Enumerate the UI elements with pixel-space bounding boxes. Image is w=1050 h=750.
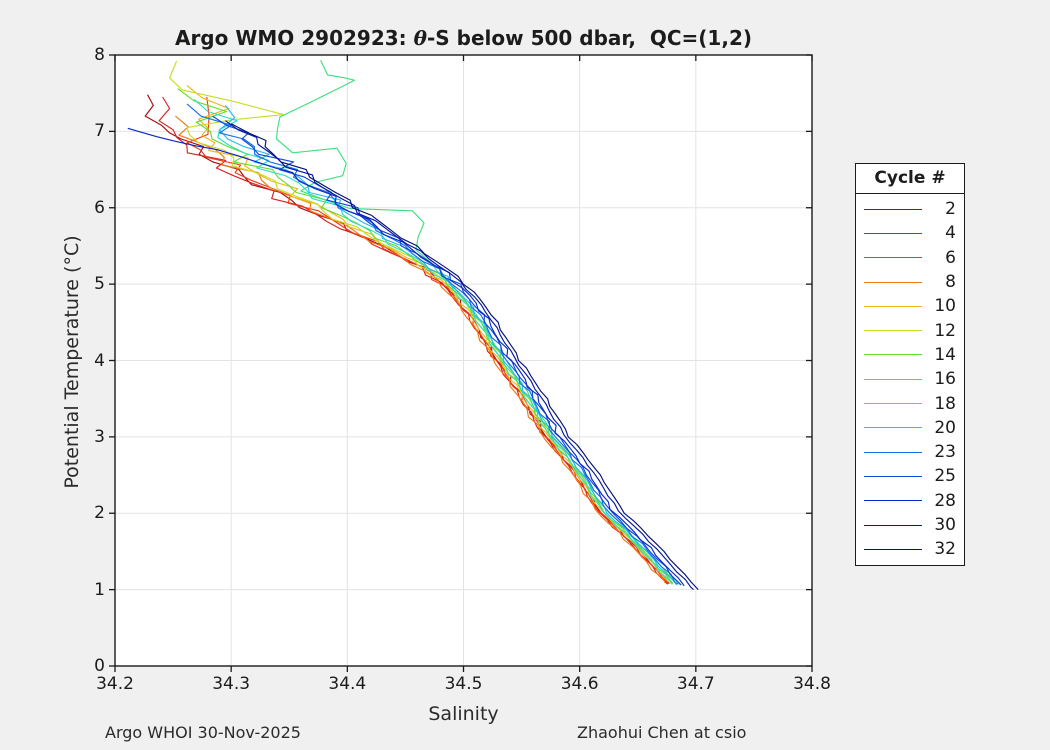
legend-line-swatch [864,257,922,259]
legend-entry: 6 [856,246,964,270]
legend-line-swatch [864,354,922,356]
y-tick-label: 2 [94,503,105,524]
legend-label: 18 [934,393,956,414]
legend-box: Cycle # 2 4 6 8 10 12 14 16 18 20 23 25 28 30 32 [855,163,965,567]
legend-line-swatch [864,524,922,526]
y-tick-label: 0 [94,656,105,676]
x-tick-label: 34.5 [444,674,483,694]
legend-line-swatch [864,451,922,453]
x-tick-label: 34.8 [793,674,831,694]
profile-cycle-32 [230,123,699,590]
legend-line-swatch [864,281,922,283]
legend-line-swatch [864,427,922,429]
x-tick-label: 34.3 [212,674,251,694]
legend-line-swatch [864,330,922,332]
legend-entries: 2 4 6 8 10 12 14 16 18 20 23 25 28 30 32 [856,194,964,565]
legend-label: 30 [934,515,956,535]
legend-line-swatch [864,500,922,502]
profile-cycle-18 [193,98,673,585]
theta-symbol: θ [413,26,427,50]
legend-entry: 14 [856,343,964,367]
footer-credit-right: Zhaohui Chen at csio [577,723,747,742]
y-tick-label: 7 [94,121,105,142]
y-tick-label: 1 [94,579,105,600]
x-tick-label: 34.6 [560,674,599,694]
y-tick-label: 6 [94,197,105,218]
legend-label: 2 [945,199,956,220]
legend-entry: 32 [856,537,964,561]
legend-entry: 4 [856,221,964,245]
legend-label: 23 [934,442,956,463]
legend-label: 20 [934,417,956,438]
chart-title-prefix: Argo WMO 2902923: [174,26,414,50]
legend-line-swatch [864,403,922,405]
legend-label: 12 [934,320,956,341]
legend-entry: 28 [856,489,964,513]
footer-credit-left: Argo WHOI 30-Nov-2025 [105,723,301,742]
legend-entry: 2 [856,197,964,221]
legend-line-swatch [864,548,922,550]
legend-label: 32 [934,539,956,560]
legend-entry: 25 [856,464,964,488]
y-tick-label: 3 [94,426,105,447]
y-tick-label: 8 [94,45,105,65]
legend-line-swatch [864,475,922,477]
legend-entry: 16 [856,367,964,391]
y-tick-label: 5 [94,274,105,295]
legend-entry: 10 [856,294,964,318]
legend-line-swatch [864,305,922,307]
legend-entry: 23 [856,440,964,464]
y-axis-label: Potential Temperature (°C) [61,235,83,489]
y-tick-label: 4 [94,350,105,371]
legend-label: 4 [945,223,956,244]
legend-label: 10 [934,296,956,317]
x-tick-label: 34.4 [328,674,367,694]
legend-entry: 18 [856,391,964,415]
x-axis-label: Salinity [428,703,499,725]
chart-title: Argo WMO 2902923: θ-S below 500 dbar, QC… [115,26,812,50]
profile-cycle-30 [225,120,694,591]
legend-label: 6 [945,247,956,268]
legend-label: 8 [945,272,956,293]
x-tick-label: 34.7 [676,674,715,694]
legend-label: 16 [934,369,956,390]
legend-label: 14 [934,344,956,365]
legend-entry: 30 [856,513,964,537]
legend-title: Cycle # [856,164,964,194]
x-tick-label: 34.2 [96,674,134,694]
legend-entry: 12 [856,318,964,342]
legend-entry: 8 [856,270,964,294]
legend-line-swatch [864,232,922,234]
legend-entry: 20 [856,416,964,440]
legend-label: 28 [934,490,956,511]
profile-cycle-28 [127,127,685,587]
legend-line-swatch [864,208,922,210]
legend-label: 25 [934,466,956,487]
chart-title-suffix: -S below 500 dbar, QC=(1,2) [426,26,753,50]
legend-line-swatch [864,378,922,380]
